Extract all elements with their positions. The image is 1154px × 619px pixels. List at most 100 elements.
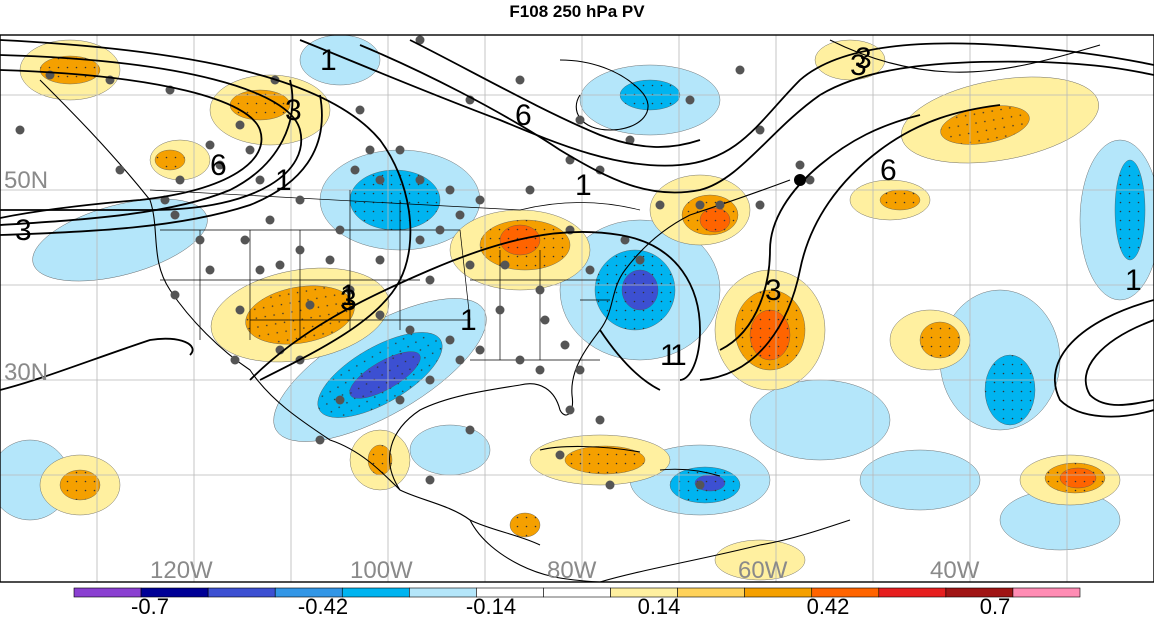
station-dot — [465, 260, 475, 270]
colorbar-swatch — [543, 587, 611, 598]
contour-label: 1 — [575, 169, 592, 202]
significance-stipple — [700, 208, 730, 232]
colorbar-label-4: 0.42 — [807, 594, 850, 619]
lon-label-40w: 40W — [930, 557, 980, 584]
station-dot — [475, 345, 485, 355]
station-dot — [715, 200, 725, 210]
map-title: F108 250 hPa PV — [509, 2, 645, 21]
contour-label: 3 — [765, 274, 782, 307]
station-dot — [455, 210, 465, 220]
contour-label: 3 — [340, 284, 357, 317]
contour-label: 1 — [670, 339, 687, 372]
colorbar — [73, 587, 1081, 598]
station-dot — [255, 175, 265, 185]
colorbar-swatch — [341, 587, 410, 598]
station-dot — [695, 200, 705, 210]
significance-stipple — [880, 190, 920, 210]
station-dot — [575, 365, 585, 375]
lat-label-30n: 30N — [4, 359, 48, 386]
station-dot — [275, 260, 285, 270]
significance-stipple — [1115, 160, 1145, 260]
station-dot — [345, 285, 355, 295]
station-dot — [695, 480, 705, 490]
station-dot — [555, 450, 565, 460]
significance-stipple — [920, 322, 960, 358]
significance-stipple — [1060, 468, 1096, 488]
station-dot — [415, 175, 425, 185]
station-dot — [405, 325, 415, 335]
station-dot — [595, 165, 605, 175]
contour-label: 6 — [210, 149, 227, 182]
lon-label-80w: 80W — [547, 557, 597, 584]
station-dot — [445, 335, 455, 345]
significance-stipple — [349, 351, 421, 399]
station-dot — [805, 175, 815, 185]
station-dot — [375, 255, 385, 265]
station-dot — [455, 355, 465, 365]
station-dot — [240, 235, 250, 245]
colorbar-swatch — [878, 587, 947, 598]
station-dot — [170, 210, 180, 220]
significance-stipple — [40, 56, 100, 84]
station-dot — [585, 265, 595, 275]
station-dot — [115, 165, 125, 175]
anomaly-patch — [749, 379, 891, 461]
anomaly-patch — [409, 424, 491, 476]
colorbar-swatch — [677, 587, 745, 598]
significance-stipple — [622, 270, 658, 310]
station-dot — [415, 35, 425, 45]
longitude-labels: 120W 100W 80W 60W 40W — [150, 557, 980, 584]
positive-anomaly-medium — [39, 55, 1106, 538]
anomaly-patch — [299, 35, 381, 86]
anomaly-patch — [859, 449, 981, 511]
colorbar-labels: -0.7 -0.42 -0.14 0.14 0.42 0.7 — [131, 594, 1010, 619]
station-dot — [245, 145, 255, 155]
pv-contours — [0, 39, 1154, 418]
station-dot — [255, 265, 265, 275]
colorbar-label-3: 0.14 — [638, 594, 681, 619]
station-dot — [195, 235, 205, 245]
station-dot — [525, 185, 535, 195]
station-dot — [265, 215, 275, 225]
station-dot — [465, 425, 475, 435]
station-dot — [425, 475, 435, 485]
contour-label: 1 — [340, 279, 357, 312]
contour-label: 3 — [285, 94, 302, 127]
contour-label: 1 — [460, 304, 477, 337]
station-dot — [620, 235, 630, 245]
lon-label-100w: 100W — [350, 557, 413, 584]
station-dot — [795, 160, 805, 170]
station-dot — [350, 165, 360, 175]
contour-label: 1 — [275, 164, 292, 197]
coastlines — [39, 39, 1101, 582]
station-dot — [475, 195, 485, 205]
station-dot — [15, 125, 25, 135]
station-dot — [500, 260, 510, 270]
contour-label: 3 — [15, 214, 32, 247]
station-dot — [565, 405, 575, 415]
station-dot — [335, 225, 345, 235]
contour-label: 1 — [1125, 264, 1142, 297]
station-dot — [230, 355, 240, 365]
latitude-labels: 50N 30N — [4, 167, 48, 386]
station-dot — [375, 310, 385, 320]
station-dot — [415, 235, 425, 245]
colorbar-label-2: -0.14 — [466, 594, 516, 619]
station-dot — [435, 225, 445, 235]
lat-label-50n: 50N — [4, 167, 48, 194]
positive-anomaly-strong — [499, 207, 1097, 489]
station-dot — [205, 140, 215, 150]
station-dot — [395, 145, 405, 155]
contour-label: 1 — [660, 339, 677, 372]
station-dot — [170, 290, 180, 300]
station-dot — [515, 355, 525, 365]
station-dot — [425, 275, 435, 285]
negative-anomaly-strong — [349, 269, 726, 492]
station-dot — [575, 115, 585, 125]
station-dot — [755, 200, 765, 210]
station-dot — [325, 255, 335, 265]
station-dot — [375, 175, 385, 185]
station-dot — [595, 415, 605, 425]
